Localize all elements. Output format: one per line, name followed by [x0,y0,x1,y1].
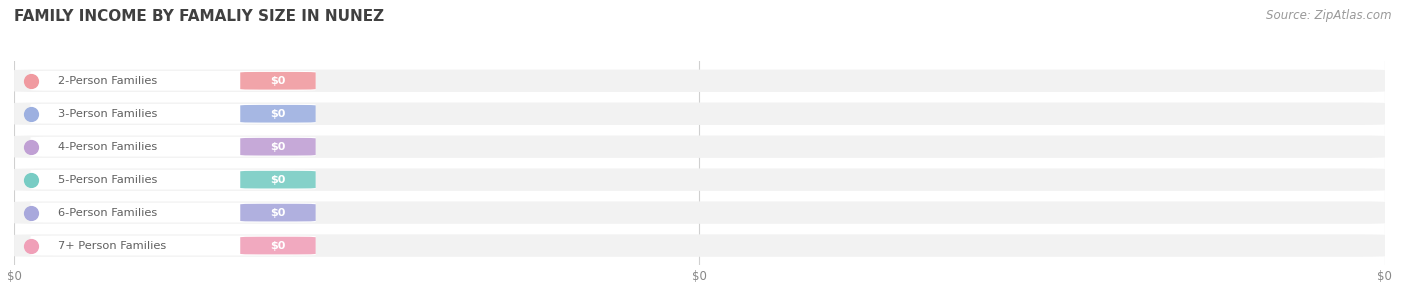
FancyBboxPatch shape [31,170,316,189]
FancyBboxPatch shape [31,203,316,223]
Point [20,243,42,248]
FancyBboxPatch shape [240,171,316,188]
FancyBboxPatch shape [31,137,316,156]
FancyBboxPatch shape [240,204,316,221]
FancyBboxPatch shape [240,72,316,90]
FancyBboxPatch shape [240,237,316,254]
Text: Source: ZipAtlas.com: Source: ZipAtlas.com [1267,9,1392,22]
Text: FAMILY INCOME BY FAMALIY SIZE IN NUNEZ: FAMILY INCOME BY FAMALIY SIZE IN NUNEZ [14,9,384,24]
FancyBboxPatch shape [14,201,1385,224]
FancyBboxPatch shape [31,104,316,124]
FancyBboxPatch shape [31,236,316,256]
FancyBboxPatch shape [14,135,1385,158]
Text: 3-Person Families: 3-Person Families [58,109,157,119]
Text: 6-Person Families: 6-Person Families [58,208,157,217]
FancyBboxPatch shape [14,234,1385,257]
Text: 5-Person Families: 5-Person Families [58,175,157,185]
FancyBboxPatch shape [14,168,1385,191]
FancyBboxPatch shape [240,105,316,123]
Text: $0: $0 [270,142,285,152]
FancyBboxPatch shape [240,138,316,156]
Point [20,177,42,182]
Text: 4-Person Families: 4-Person Families [58,142,157,152]
Text: $0: $0 [270,109,285,119]
Text: $0: $0 [270,208,285,217]
Text: $0: $0 [270,241,285,251]
Text: 2-Person Families: 2-Person Families [58,76,157,86]
Text: $0: $0 [270,76,285,86]
FancyBboxPatch shape [14,102,1385,125]
Point [20,210,42,215]
Text: 7+ Person Families: 7+ Person Families [58,241,166,251]
Point [20,78,42,83]
FancyBboxPatch shape [14,70,1385,92]
Text: $0: $0 [270,175,285,185]
FancyBboxPatch shape [31,71,316,91]
Point [20,144,42,149]
Point [20,111,42,116]
